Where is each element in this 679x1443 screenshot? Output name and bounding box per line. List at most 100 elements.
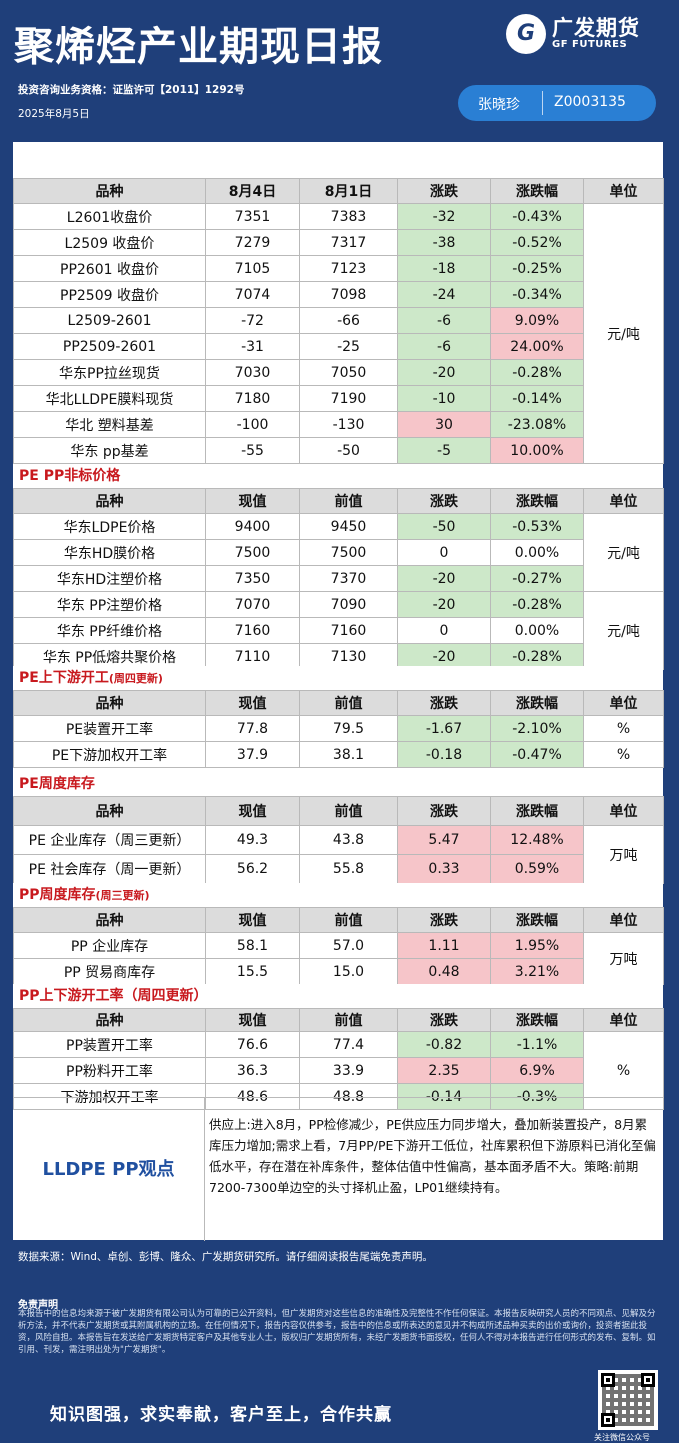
change-percent: 3.21% — [490, 958, 584, 985]
column-header: 品种 — [13, 1008, 206, 1032]
previous-value: 57.0 — [299, 932, 398, 959]
previous-value: 7090 — [299, 591, 398, 618]
change-value: -0.18 — [397, 741, 491, 768]
change-value: -20 — [397, 591, 491, 618]
section-title-text: PE PP非标价格 — [19, 468, 121, 484]
previous-value: 7050 — [299, 359, 398, 386]
table-header-row: 品种 现值 前值 涨跌 涨跌幅 单位 — [13, 796, 664, 826]
change-value: -1.67 — [397, 715, 491, 742]
change-percent: -0.28% — [490, 591, 584, 618]
row-name: PE 企业库存（周三更新） — [13, 825, 206, 855]
row-name: 华北LLDPE膜料现货 — [13, 385, 206, 412]
column-header: 涨跌幅 — [490, 907, 584, 933]
change-value: 2.35 — [397, 1057, 491, 1084]
table-row: 华东 pp基差 -55 -50 -5 10.00% — [13, 437, 664, 464]
change-value: 0 — [397, 539, 491, 566]
previous-value: -25 — [299, 333, 398, 360]
current-value: 37.9 — [205, 741, 300, 768]
change-value: 5.47 — [397, 825, 491, 855]
previous-value: 7370 — [299, 565, 398, 592]
report-date: 2025年8月5日 — [18, 108, 90, 120]
change-value: -24 — [397, 281, 491, 308]
previous-value: 7190 — [299, 385, 398, 412]
column-header: 现值 — [205, 796, 300, 826]
current-value: -100 — [205, 411, 300, 438]
change-percent: 0.00% — [490, 617, 584, 644]
column-header: 涨跌 — [397, 488, 491, 514]
column-header: 单位 — [583, 1008, 664, 1032]
table-row: PP粉料开工率 36.3 33.9 2.35 6.9% — [13, 1057, 664, 1084]
current-value: 7030 — [205, 359, 300, 386]
previous-value: 7160 — [299, 617, 398, 644]
previous-value: 38.1 — [299, 741, 398, 768]
previous-value: -50 — [299, 437, 398, 464]
main_table-table: 品种 8月4日 8月1日 涨跌 涨跌幅 单位 L2601收盘价 7351 7383 -32 -0.4… — [13, 178, 664, 464]
section-title: PE PP非标价格 — [13, 464, 663, 488]
previous-value: 7383 — [299, 203, 398, 230]
analyst-badge: 张晓珍 Z0003135 — [458, 85, 656, 121]
previous-value: 77.4 — [299, 1031, 398, 1058]
column-header: 涨跌幅 — [490, 796, 584, 826]
data-source: 数据来源：Wind、卓创、彭博、隆众、广发期货研究所。请仔细阅读报告尾端免责声明… — [18, 1251, 433, 1263]
change-value: -20 — [397, 359, 491, 386]
gf-logo-icon: G — [506, 14, 546, 54]
change-percent: 9.09% — [490, 307, 584, 334]
section-title-text: PP上下游开工率（周四更新） — [19, 988, 208, 1004]
report-header: 聚烯烃产业期现日报 G 广发期货 GF FUTURES 投资咨询业务资格：证监许… — [0, 0, 679, 142]
previous-value: 9450 — [299, 513, 398, 540]
table-row: 华东 PP低熔共聚价格 7110 7130 -20 -0.28% — [13, 643, 664, 670]
column-header: 单位 — [583, 690, 664, 716]
table-header-row: 品种 现值 前值 涨跌 涨跌幅 单位 — [13, 690, 664, 716]
current-value: 7500 — [205, 539, 300, 566]
change-value: 0.33 — [397, 854, 491, 884]
row-name: 华东LDPE价格 — [13, 513, 206, 540]
table-row: 华北LLDPE膜料现货 7180 7190 -10 -0.14% — [13, 385, 664, 412]
current-value: 48.6 — [205, 1083, 300, 1110]
current-value: 56.2 — [205, 854, 300, 884]
change-percent: -0.25% — [490, 255, 584, 282]
current-value: -72 — [205, 307, 300, 334]
current-value: 49.3 — [205, 825, 300, 855]
current-value: 7350 — [205, 565, 300, 592]
section-title: PE上下游开工(周四更新) — [13, 666, 663, 690]
previous-value: 48.8 — [299, 1083, 398, 1110]
change-value: -6 — [397, 333, 491, 360]
column-header: 品种 — [13, 690, 206, 716]
nonstd-table: 品种 现值 前值 涨跌 涨跌幅 单位 华东LDPE价格 9400 9450 -50 -0.53% 元/… — [13, 488, 664, 670]
column-header: 单位 — [583, 907, 664, 933]
previous-value: 7123 — [299, 255, 398, 282]
logo-text-cn: 广发期货 — [552, 16, 640, 40]
row-name: 华东 PP低熔共聚价格 — [13, 643, 206, 670]
previous-value: 55.8 — [299, 854, 398, 884]
current-value: 7279 — [205, 229, 300, 256]
section-title: PP周度库存(周三更新) — [13, 883, 663, 907]
change-value: 30 — [397, 411, 491, 438]
column-header: 涨跌幅 — [490, 1008, 584, 1032]
report-panel: 品种 8月4日 8月1日 涨跌 涨跌幅 单位 L2601收盘价 7351 7383 -32 -0.4… — [13, 142, 664, 1241]
change-percent: -0.14% — [490, 385, 584, 412]
table-row: PE 企业库存（周三更新） 49.3 43.8 5.47 12.48% 万吨 — [13, 825, 664, 884]
change-percent: 0.59% — [490, 854, 584, 884]
change-percent: -0.3% — [490, 1083, 584, 1110]
pp_inv-table: 品种 现值 前值 涨跌 涨跌幅 单位 PP 企业库存 58.1 57.0 1.11 1.95% 万吨 P… — [13, 907, 664, 985]
column-header: 涨跌幅 — [490, 690, 584, 716]
column-header: 品种 — [13, 178, 206, 204]
change-value: -0.14 — [397, 1083, 491, 1110]
change-percent: 10.00% — [490, 437, 584, 464]
logo-text-en: GF FUTURES — [552, 39, 628, 50]
column-header: 单位 — [583, 488, 664, 514]
unit-cell: % — [583, 1031, 664, 1110]
unit-cell: 万吨 — [583, 932, 664, 985]
unit-cell: % — [583, 741, 664, 768]
column-header: 前值 — [299, 907, 398, 933]
pe_rate-table: 品种 现值 前值 涨跌 涨跌幅 单位 PE装置开工率 77.8 79.5 -1.67 -2.10%%… — [13, 690, 664, 768]
view-text: 供应上:进入8月，PP检修减少，PE供应压力同步增大，叠加新装置投产，8月累库压… — [209, 1117, 656, 1195]
row-name: PP粉料开工率 — [13, 1057, 206, 1084]
column-header: 8月1日 — [299, 178, 398, 204]
row-name: PP2509-2601 — [13, 333, 206, 360]
row-name: PP装置开工率 — [13, 1031, 206, 1058]
current-value: 7105 — [205, 255, 300, 282]
unit-cell: 元/吨 — [583, 203, 664, 464]
row-name: PP2601 收盘价 — [13, 255, 206, 282]
row-name: L2601收盘价 — [13, 203, 206, 230]
